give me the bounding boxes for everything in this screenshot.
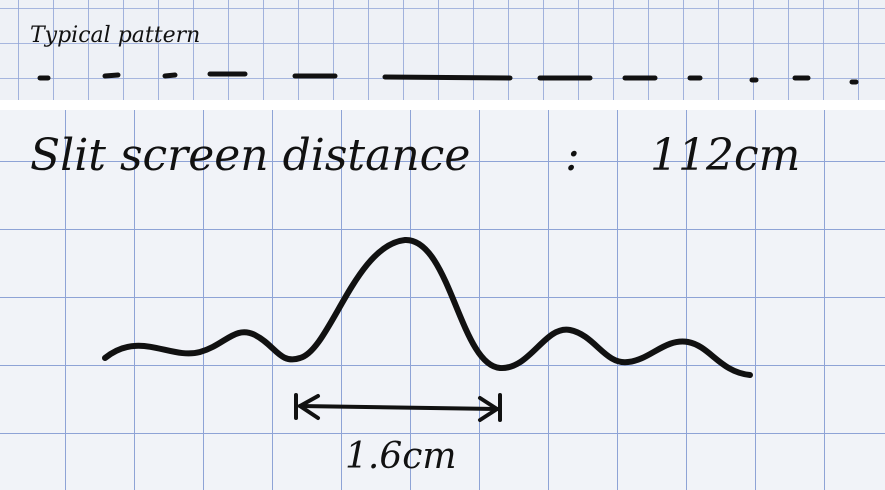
grid — [0, 0, 885, 100]
main-panel: Slit screen distance : 112cm 1.6cm — [0, 110, 885, 490]
width-arrow — [294, 393, 502, 422]
heading: Slit screen distance — [30, 130, 470, 181]
width-label: 1.6cm — [345, 436, 457, 477]
grid — [0, 110, 885, 490]
distance: 112cm — [650, 130, 800, 181]
fringe-pattern — [37, 71, 859, 85]
top-strip: Typical pattern — [0, 0, 885, 100]
separator: : — [565, 130, 580, 181]
caption: Typical pattern — [30, 23, 200, 48]
intensity-curve — [102, 236, 753, 378]
